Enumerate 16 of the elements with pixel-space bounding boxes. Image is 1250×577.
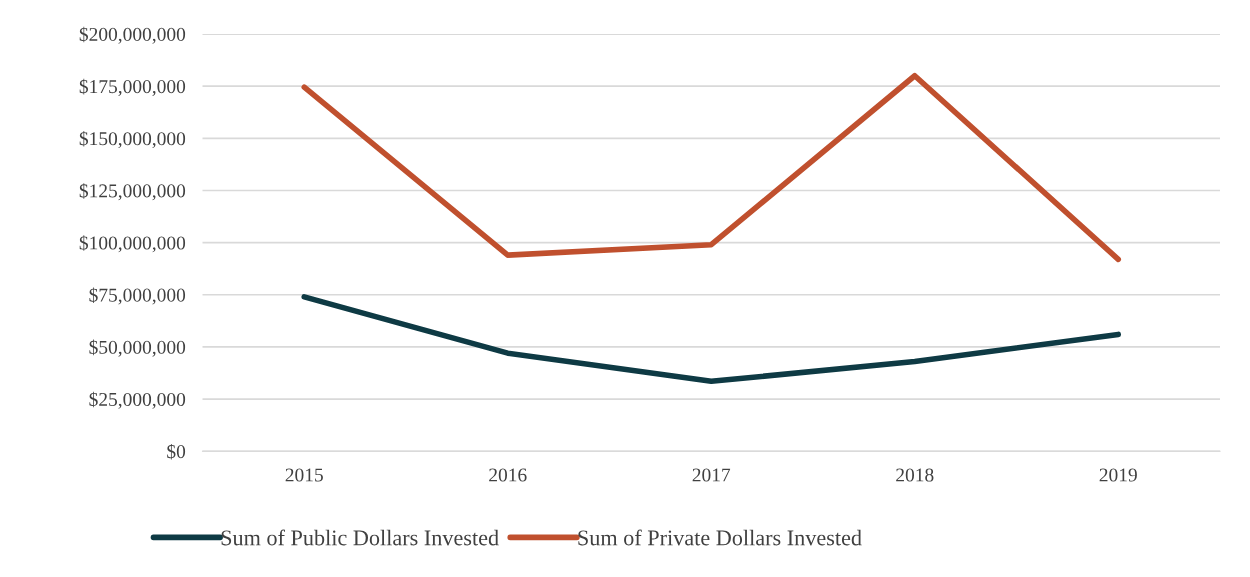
x-tick-label: 2019 bbox=[1099, 468, 1137, 482]
y-tick-label: $25,000,000 bbox=[89, 391, 186, 409]
legend-label: Sum of Private Dollars Invested bbox=[578, 529, 862, 546]
x-tick-label: 2016 bbox=[489, 468, 527, 482]
y-tick-label: $50,000,000 bbox=[89, 339, 186, 357]
y-tick-label: $100,000,000 bbox=[79, 235, 186, 253]
y-tick-label: $150,000,000 bbox=[79, 131, 186, 149]
y-tick-label: $200,000,000 bbox=[79, 26, 186, 44]
x-tick-label: 2017 bbox=[692, 468, 731, 482]
y-tick-label: $125,000,000 bbox=[79, 183, 186, 201]
y-tick-label: $175,000,000 bbox=[79, 78, 186, 96]
y-tick-label: $75,000,000 bbox=[89, 287, 186, 305]
y-tick-label: $0 bbox=[167, 443, 186, 460]
x-tick-label: 2015 bbox=[285, 468, 323, 482]
x-tick-label: 2018 bbox=[896, 468, 934, 482]
legend-label: Sum of Public Dollars Invested bbox=[221, 529, 499, 546]
